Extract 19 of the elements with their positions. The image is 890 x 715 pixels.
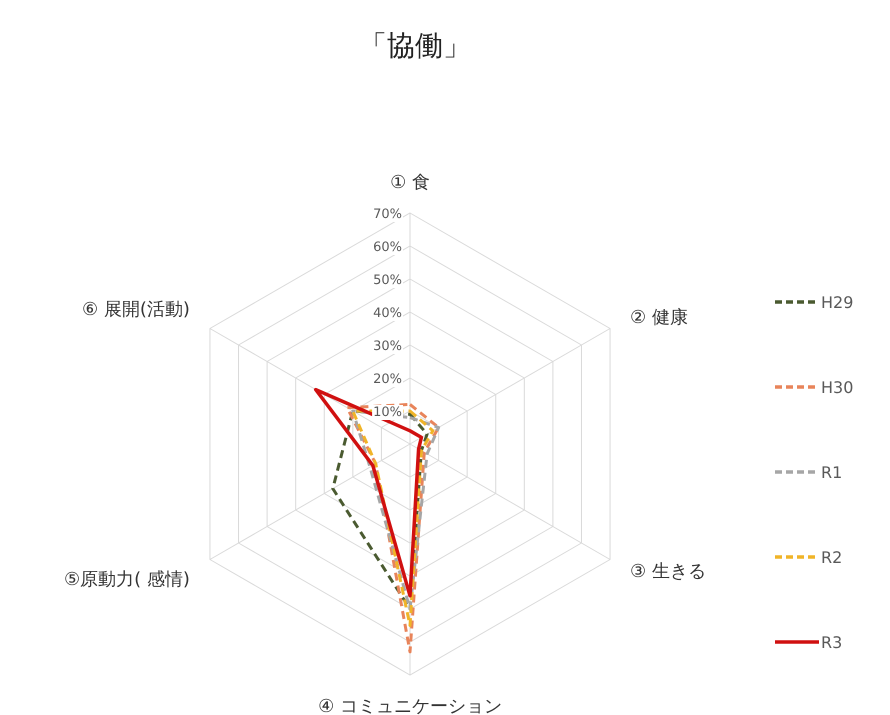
spoke-label: ① 食 <box>390 172 430 193</box>
legend-label: H29 <box>821 293 854 312</box>
legend-label: R2 <box>821 548 842 567</box>
y-tick-label: 10% <box>373 405 402 420</box>
y-tick-label: 40% <box>373 306 402 321</box>
spoke-label: ⑤原動力( 感情) <box>64 569 190 590</box>
y-tick-label: 30% <box>373 339 402 354</box>
spoke-label: ③ 生きる <box>630 561 706 582</box>
y-tick-label: 20% <box>373 372 402 387</box>
spoke-label: ⑥ 展開(活動) <box>82 298 190 320</box>
y-tick-label: 50% <box>373 273 402 288</box>
legend-label: R3 <box>821 633 842 652</box>
spoke-label: ② 健康 <box>630 306 688 328</box>
y-tick-label: 60% <box>373 240 402 255</box>
spoke-label: ④ コミュニケーション <box>318 696 502 715</box>
y-tick-label: 70% <box>373 207 402 222</box>
legend-label: R1 <box>821 463 842 482</box>
legend-label: H30 <box>821 378 854 397</box>
chart-title: 「協働」 <box>359 29 471 62</box>
